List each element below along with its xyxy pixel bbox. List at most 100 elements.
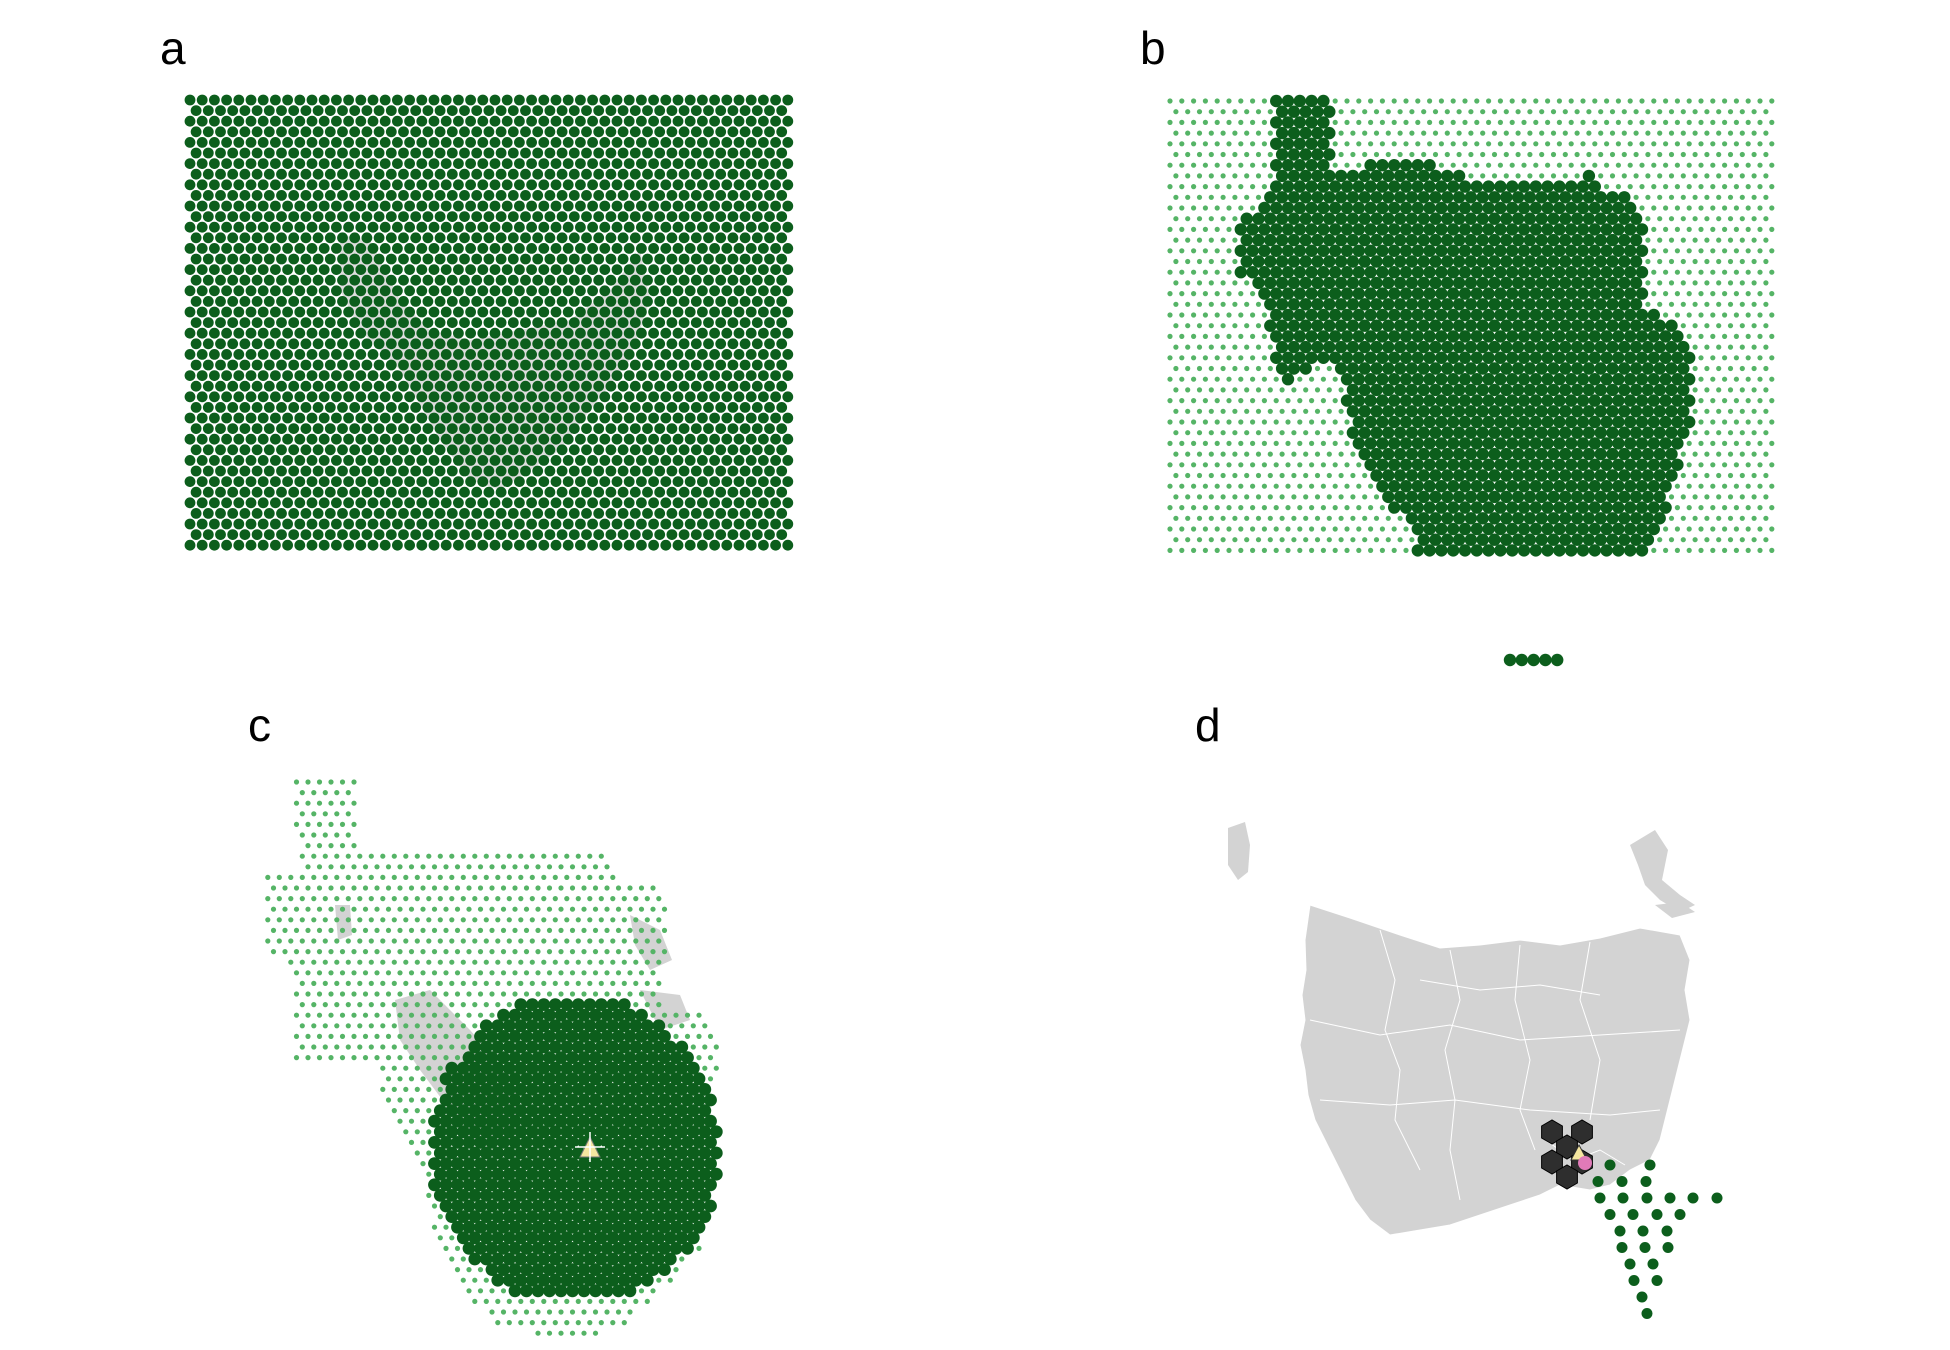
unselected-cell-dot	[541, 980, 547, 987]
selected-cell-dot	[599, 285, 611, 297]
unselected-cell-dot	[1238, 119, 1244, 125]
unselected-cell-dot	[1238, 505, 1244, 511]
unselected-cell-dot	[650, 991, 656, 997]
selected-cell-dot	[745, 497, 757, 509]
unselected-cell-dot	[1344, 419, 1350, 425]
selected-cell-dot	[593, 296, 605, 307]
selected-cell-dot	[392, 497, 403, 509]
selected-cell-dot	[1653, 490, 1666, 504]
selected-cell-dot	[629, 274, 641, 286]
selected-cell-dot	[1576, 544, 1590, 557]
selected-cell-dot	[1588, 373, 1602, 386]
unselected-cell-dot	[1745, 505, 1751, 511]
selected-cell-dot	[282, 327, 293, 339]
selected-cell-dot	[715, 317, 727, 328]
selected-cell-dot	[263, 296, 275, 307]
selected-cell-dot	[672, 476, 684, 487]
selected-cell-dot	[1576, 522, 1590, 536]
selected-cell-dot	[1258, 287, 1271, 300]
selected-cell-dot	[1624, 458, 1637, 471]
selected-cell-dot	[1476, 276, 1489, 290]
selected-cell-dot	[507, 126, 519, 138]
unselected-cell-dot	[569, 885, 576, 891]
selected-cell-dot	[282, 476, 293, 487]
selected-cell-dot	[416, 158, 428, 170]
selected-cell-dot	[629, 423, 641, 434]
selected-cell-dot	[532, 508, 544, 519]
selected-cell-dot	[440, 476, 452, 487]
selected-cell-dot	[1411, 180, 1425, 193]
selected-cell-dot	[294, 115, 306, 127]
selected-cell-dot	[758, 243, 769, 254]
selected-cell-dot	[1677, 405, 1690, 418]
selected-cell-dot	[672, 539, 684, 551]
unselected-cell-dot	[1214, 312, 1220, 318]
selected-cell-dot	[1482, 287, 1495, 300]
selected-cell-dot	[703, 253, 714, 265]
selected-cell-dot	[629, 253, 641, 265]
selected-cell-dot	[520, 190, 531, 201]
selected-cell-dot	[507, 147, 519, 159]
selected-cell-dot	[263, 232, 275, 244]
unselected-cell-dot	[552, 980, 558, 987]
selected-cell-dot	[703, 317, 714, 328]
unselected-cell-dot	[1309, 547, 1315, 554]
unselected-cell-dot	[1704, 537, 1710, 543]
selected-cell-dot	[355, 518, 367, 530]
selected-cell-dot	[721, 412, 733, 424]
unselected-cell-dot	[477, 970, 484, 976]
unselected-cell-dot	[334, 811, 340, 817]
selected-cell-dot	[1334, 255, 1348, 268]
unselected-cell-dot	[661, 927, 668, 934]
selected-cell-dot	[1641, 447, 1655, 461]
selected-cell-dot	[1458, 394, 1472, 407]
selected-cell-dot	[507, 444, 519, 456]
unselected-cell-dot	[541, 959, 547, 965]
selected-cell-dot	[507, 317, 519, 328]
selected-cell-dot	[276, 423, 287, 434]
selected-cell-dot	[477, 264, 489, 275]
selected-cell-dot	[593, 126, 605, 138]
selected-cell-dot	[1629, 447, 1643, 461]
selected-cell-dot	[593, 147, 605, 159]
unselected-cell-dot	[1769, 162, 1775, 168]
selected-cell-dot	[1376, 308, 1389, 322]
selected-cell-dot	[538, 412, 550, 424]
selected-cell-dot	[745, 539, 757, 551]
selected-cell-dot	[1411, 308, 1425, 322]
selected-cell-dot	[739, 126, 751, 138]
selected-cell-dot	[361, 147, 373, 159]
unselected-cell-dot	[1179, 226, 1185, 232]
selected-cell-dot	[1234, 266, 1248, 279]
unselected-cell-dot	[316, 800, 323, 806]
selected-cell-dot	[721, 433, 733, 445]
unselected-cell-dot	[305, 800, 311, 806]
selected-cell-dot	[575, 539, 586, 551]
unselected-cell-dot	[414, 959, 420, 965]
selected-cell-dot	[721, 370, 733, 381]
unselected-cell-dot	[311, 959, 317, 965]
unselected-cell-dot	[351, 843, 357, 849]
selected-cell-dot	[251, 296, 263, 307]
unselected-cell-dot	[1356, 483, 1362, 489]
selected-cell-dot	[733, 200, 745, 212]
selected-cell-dot	[599, 158, 611, 170]
selected-cell-dot	[385, 444, 397, 456]
selected-cell-dot	[1399, 351, 1413, 364]
selected-cell-dot	[1506, 223, 1519, 236]
selected-cell-dot	[1612, 522, 1625, 536]
unselected-cell-dot	[1739, 344, 1745, 350]
selected-cell-dot	[1299, 148, 1312, 161]
selected-cell-dot	[318, 370, 330, 381]
selected-cell-dot	[1275, 340, 1289, 354]
selected-cell-dot	[581, 105, 592, 116]
selected-cell-dot	[343, 518, 354, 530]
unselected-cell-dot	[276, 896, 282, 902]
selected-cell-dot	[1329, 351, 1342, 364]
unselected-cell-dot	[1757, 462, 1763, 468]
selected-cell-dot	[1527, 653, 1540, 667]
selected-cell-dot	[477, 158, 489, 170]
unselected-cell-dot	[1539, 109, 1545, 115]
unselected-cell-dot	[1450, 98, 1456, 104]
selected-cell-dot	[324, 423, 336, 434]
